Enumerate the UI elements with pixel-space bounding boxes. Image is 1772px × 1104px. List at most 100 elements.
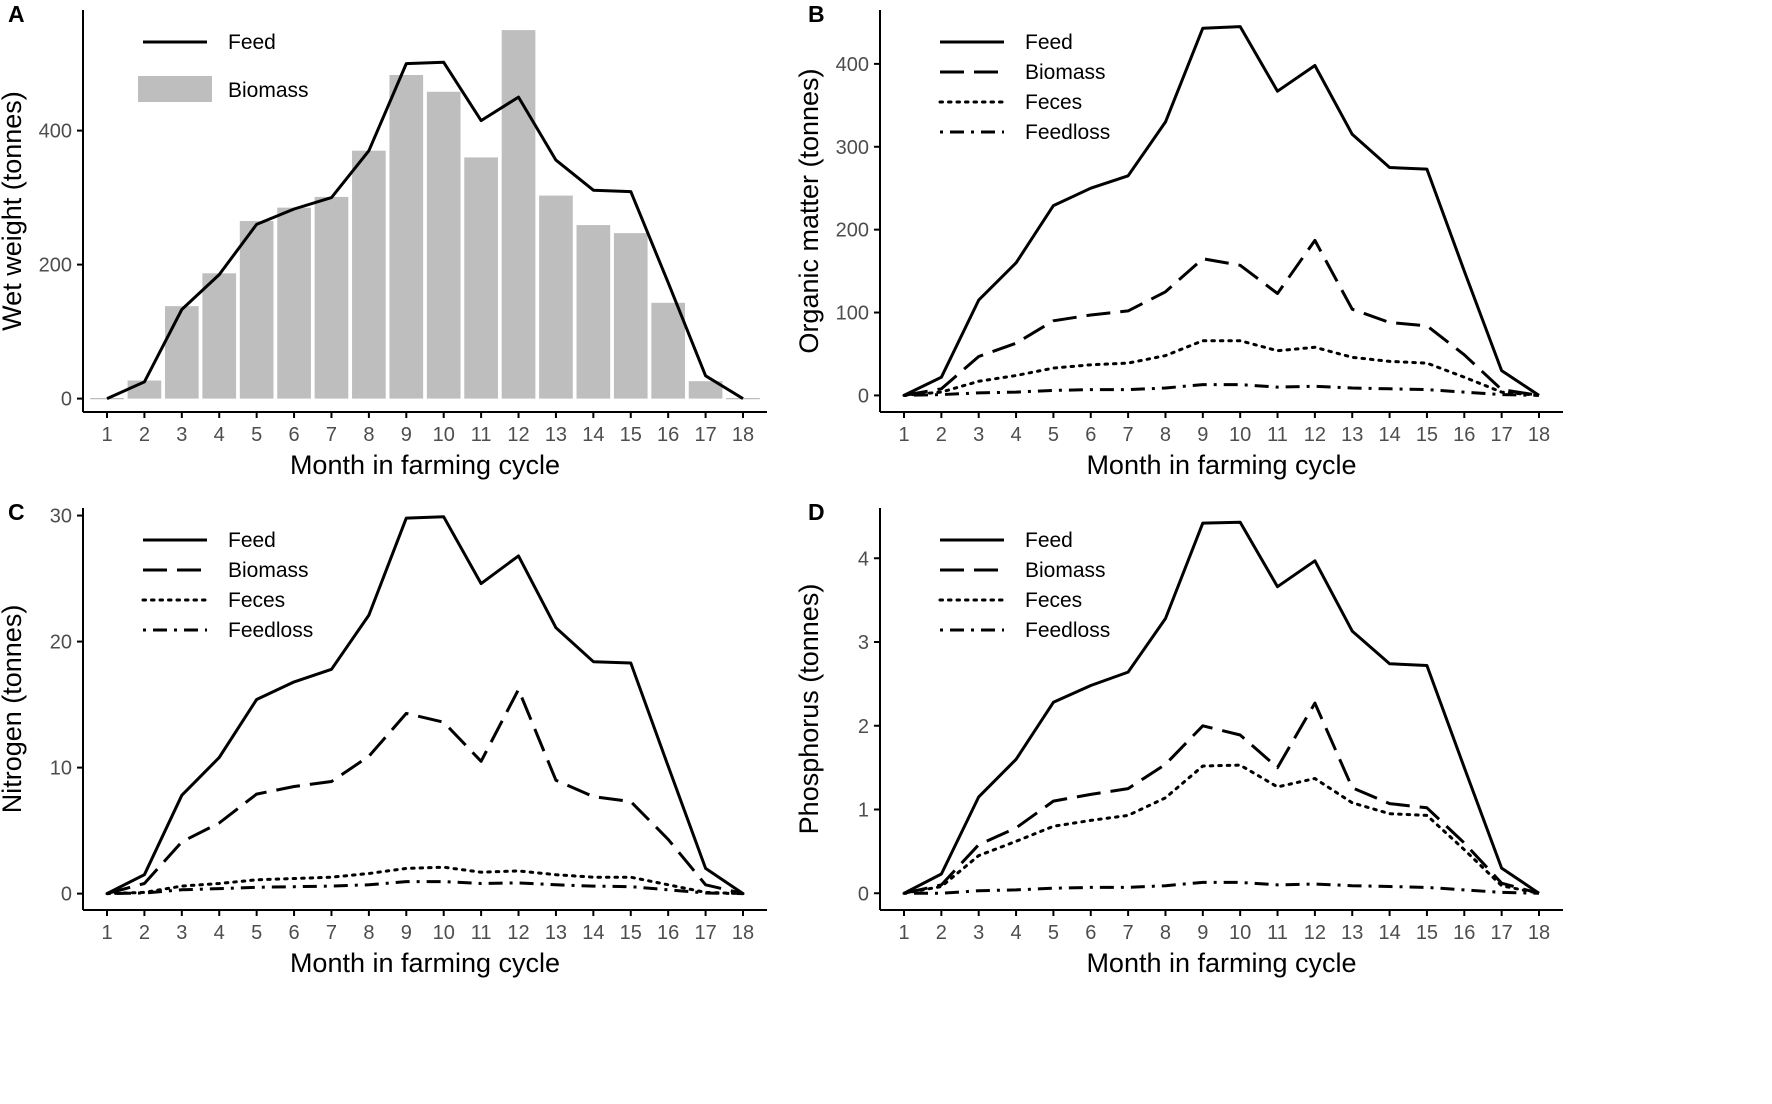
legend: Feed Biomass Feces Feedloss (141, 529, 313, 642)
x-tick-label: 11 (1267, 922, 1288, 944)
legend-label: Feed (1025, 529, 1073, 552)
y-axis-title: Wet weight (tonnes) (0, 91, 27, 331)
y-tick-label: 4 (858, 548, 869, 570)
series-line-biomass (903, 238, 1540, 397)
bar-biomass-m9 (389, 74, 424, 399)
x-tick-label: 13 (545, 922, 567, 944)
x-tick-label: 13 (1341, 424, 1363, 446)
bar-biomass-m11 (464, 157, 498, 399)
x-tick-label: 17 (1491, 922, 1513, 944)
x-axis-title: Month in farming cycle (290, 948, 560, 978)
bar-biomass-m16 (651, 302, 686, 399)
x-tick-label: 15 (620, 424, 642, 446)
y-axis-title: Organic matter (tonnes) (794, 68, 824, 353)
x-tick-label: 10 (433, 922, 455, 944)
legend-label: Feedloss (228, 619, 313, 642)
x-tick-label: 9 (401, 922, 412, 944)
x-tick-label: 10 (433, 424, 455, 446)
x-tick-label: 5 (1048, 922, 1059, 944)
x-tick-label: 18 (732, 424, 754, 446)
x-tick-label: 1 (101, 424, 112, 446)
bar-biomass-m6 (277, 207, 311, 399)
bar-biomass-m5 (239, 221, 274, 399)
legend-label: Feedloss (1025, 619, 1110, 642)
x-tick-label: 7 (1123, 922, 1134, 944)
series-line-feed (903, 520, 1540, 895)
x-tick-label: 10 (1229, 424, 1251, 446)
bar-biomass-m10 (426, 91, 461, 399)
y-tick-label: 100 (836, 303, 869, 325)
series-line-feedloss (903, 383, 1540, 397)
x-tick-label: 7 (1123, 424, 1134, 446)
x-tick-label: 13 (545, 424, 567, 446)
legend-label: Biomass (1025, 61, 1106, 84)
legend: Feed Biomass (138, 31, 309, 102)
x-tick-label: 7 (326, 424, 337, 446)
x-tick-label: 12 (507, 922, 529, 944)
x-tick-label: 2 (139, 424, 150, 446)
y-tick-label: 0 (61, 389, 72, 411)
legend-label: Feed (228, 529, 276, 552)
legend-label: Feed (228, 31, 276, 54)
y-tick-label: 200 (39, 255, 72, 277)
y-tick-label: 20 (50, 632, 72, 654)
y-tick-label: 10 (50, 758, 72, 780)
x-tick-label: 17 (694, 922, 716, 944)
y-tick-label: 400 (39, 121, 72, 143)
x-tick-label: 12 (507, 424, 529, 446)
y-tick-label: 0 (858, 385, 869, 407)
y-axis-title: Phosphorus (tonnes) (794, 584, 824, 835)
x-tick-label: 18 (1528, 922, 1550, 944)
x-axis-title: Month in farming cycle (290, 450, 560, 480)
y-tick-label: 0 (61, 884, 72, 906)
panel-label: B (808, 1, 825, 27)
x-tick-label: 15 (1416, 922, 1438, 944)
bar-biomass-m3 (164, 306, 199, 399)
x-tick-label: 11 (471, 922, 492, 944)
legend: Feed Biomass Feces Feedloss (938, 31, 1110, 144)
legend-label: Biomass (228, 559, 309, 582)
x-tick-label: 2 (936, 922, 947, 944)
bar-biomass-m8 (352, 150, 386, 399)
x-tick-label: 16 (1453, 922, 1475, 944)
bar-biomass-m17 (688, 381, 723, 399)
y-tick-label: 2 (858, 716, 869, 738)
x-tick-label: 5 (1048, 424, 1059, 446)
x-tick-label: 8 (1160, 424, 1171, 446)
y-tick-label: 3 (858, 632, 869, 654)
x-tick-label: 8 (363, 424, 374, 446)
x-tick-label: 1 (898, 922, 909, 944)
x-tick-label: 14 (1378, 922, 1400, 944)
x-tick-label: 3 (176, 424, 187, 446)
x-tick-label: 9 (1197, 424, 1208, 446)
x-tick-label: 15 (1416, 424, 1438, 446)
panel-label: A (8, 1, 25, 27)
x-tick-label: 2 (139, 922, 150, 944)
x-tick-label: 11 (1267, 424, 1288, 446)
x-tick-label: 3 (973, 424, 984, 446)
x-tick-label: 18 (1528, 424, 1550, 446)
x-tick-label: 1 (101, 922, 112, 944)
x-tick-label: 7 (326, 922, 337, 944)
x-tick-label: 14 (582, 922, 604, 944)
panel-label: C (8, 499, 25, 525)
x-tick-label: 9 (1197, 922, 1208, 944)
bar-biomass-m12 (501, 30, 536, 399)
legend-label: Biomass (1025, 559, 1106, 582)
x-tick-label: 15 (620, 922, 642, 944)
x-tick-label: 12 (1304, 424, 1326, 446)
y-tick-label: 0 (858, 883, 869, 905)
x-tick-label: 4 (1010, 424, 1021, 446)
series-line-feed (106, 515, 744, 895)
y-axis-title: Nitrogen (tonnes) (0, 605, 27, 814)
x-tick-label: 3 (176, 922, 187, 944)
series-line-feedloss (904, 880, 1540, 895)
bar-biomass-m15 (613, 233, 648, 399)
x-tick-label: 4 (214, 424, 225, 446)
x-axis-title: Month in farming cycle (1086, 948, 1356, 978)
